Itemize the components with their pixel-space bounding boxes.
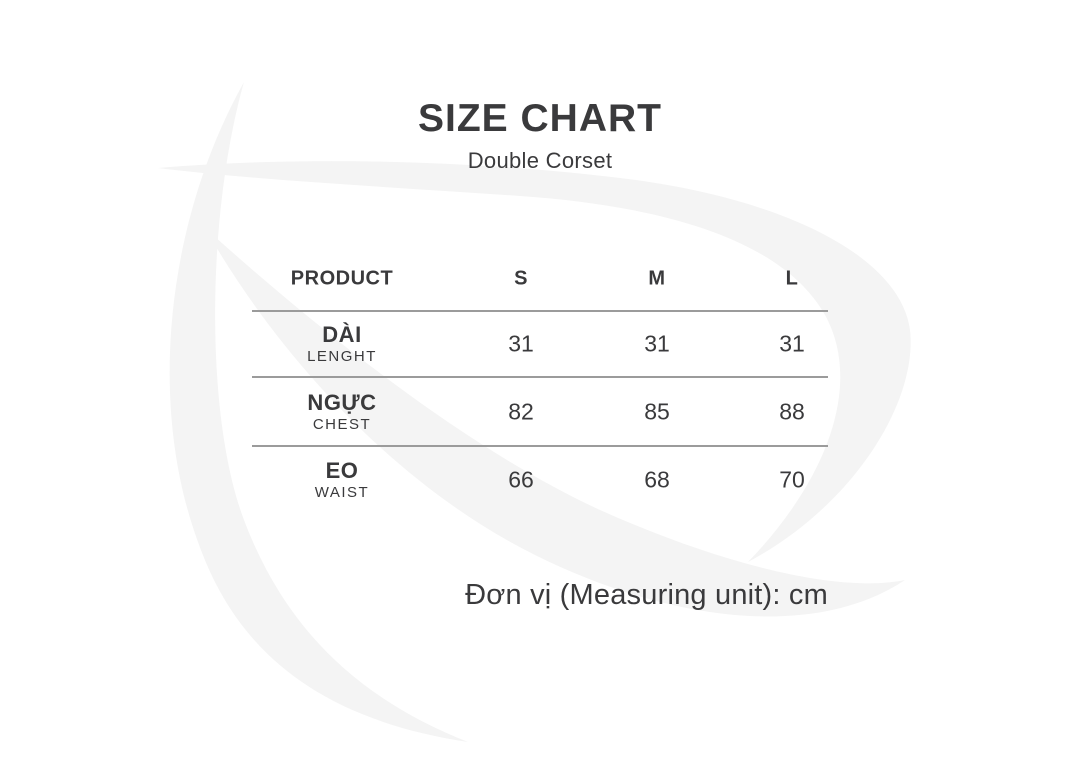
row-label-waist-vi: EO xyxy=(325,458,359,483)
column-header-product: PRODUCT xyxy=(290,267,394,290)
row-label-waist: EO WAIST xyxy=(315,458,369,502)
value-chest-l: 88 xyxy=(779,398,805,424)
table-row-length: DÀI LENGHT 31 31 31 xyxy=(252,312,828,378)
value-chest-m: 85 xyxy=(644,398,670,424)
value-length-l: 31 xyxy=(779,330,805,357)
row-label-chest: NGỰC CHEST xyxy=(307,390,376,434)
column-header-size-l: L xyxy=(785,267,799,290)
table-header-row: PRODUCT S M L xyxy=(252,248,828,312)
row-label-waist-en: WAIST xyxy=(314,484,370,501)
row-label-length-en: LENGHT xyxy=(307,348,377,365)
header-block: SIZE CHART Double Corset xyxy=(0,99,1080,174)
column-header-size-m: M xyxy=(648,267,666,290)
column-header-size-s: S xyxy=(514,267,528,290)
value-waist-s: 66 xyxy=(508,466,534,493)
row-label-length: DÀI LENGHT xyxy=(307,322,377,366)
product-subtitle: Double Corset xyxy=(467,148,613,173)
watermark-stroke-diagonal xyxy=(205,228,905,617)
row-label-chest-vi: NGỰC xyxy=(307,389,377,415)
table-row-waist: EO WAIST 66 68 70 xyxy=(252,447,828,513)
page-title: SIZE CHART xyxy=(418,97,662,140)
measuring-unit-note: Đơn vị (Measuring unit): cm xyxy=(465,579,828,611)
row-label-length-vi: DÀI xyxy=(322,322,362,347)
value-length-m: 31 xyxy=(644,330,670,357)
value-chest-s: 82 xyxy=(508,398,534,424)
value-waist-l: 70 xyxy=(779,466,805,493)
row-label-chest-en: CHEST xyxy=(312,415,372,433)
table-row-chest: NGỰC CHEST 82 85 88 xyxy=(252,378,828,447)
value-waist-m: 68 xyxy=(644,466,670,493)
value-length-s: 31 xyxy=(508,330,534,357)
size-table: PRODUCT S M L DÀI LENGHT 31 31 31 NGỰC C… xyxy=(252,248,828,513)
watermark-stroke-left-crescent xyxy=(169,82,468,742)
